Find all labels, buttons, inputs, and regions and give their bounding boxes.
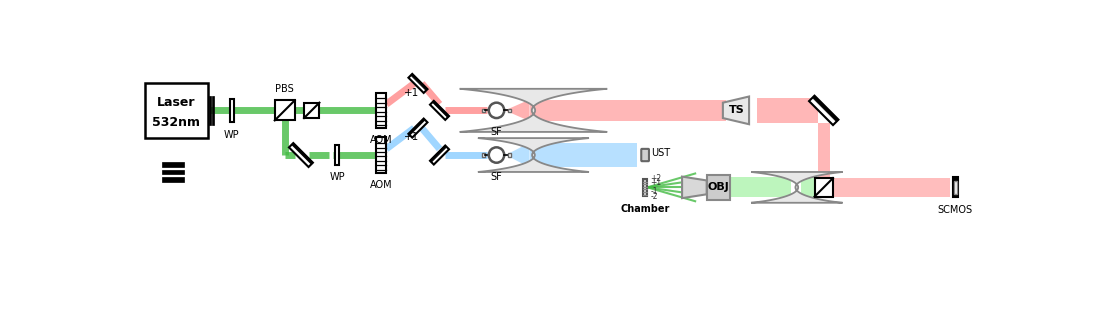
Bar (726, 177, 792, 197)
Text: AOM: AOM (370, 180, 392, 190)
Bar (375, 93, 386, 128)
Text: AOM: AOM (370, 135, 392, 145)
Text: +1: +1 (404, 132, 420, 142)
Polygon shape (813, 96, 838, 122)
Polygon shape (682, 177, 707, 198)
Polygon shape (723, 97, 749, 124)
Bar (756, 98, 818, 123)
Bar (162, 177, 184, 182)
Bar (953, 177, 957, 197)
Bar (954, 181, 956, 193)
Polygon shape (408, 119, 427, 138)
Text: OBJ: OBJ (708, 182, 729, 193)
Bar (643, 179, 647, 196)
Bar (162, 170, 184, 174)
Polygon shape (408, 119, 425, 135)
Text: SCMOS: SCMOS (938, 205, 973, 215)
Bar (336, 145, 339, 165)
Bar (275, 100, 295, 120)
Polygon shape (429, 145, 447, 162)
Polygon shape (478, 138, 590, 172)
Bar (145, 83, 208, 138)
Polygon shape (411, 74, 427, 90)
Polygon shape (429, 145, 449, 164)
Polygon shape (291, 143, 312, 164)
Bar (818, 123, 830, 186)
Text: PBS: PBS (275, 84, 294, 94)
Bar (707, 175, 730, 200)
Polygon shape (459, 89, 607, 132)
Bar (818, 187, 830, 197)
Polygon shape (433, 101, 449, 118)
Text: WP: WP (224, 130, 240, 140)
Text: +1: +1 (650, 178, 661, 187)
FancyBboxPatch shape (641, 149, 649, 161)
Bar (815, 178, 834, 197)
Text: -1: -1 (650, 187, 658, 196)
Bar (481, 109, 485, 112)
Bar (508, 153, 511, 157)
Bar (530, 99, 726, 121)
Bar (212, 96, 214, 125)
Bar (530, 143, 637, 167)
Text: SF: SF (490, 172, 502, 182)
Polygon shape (751, 172, 842, 203)
Text: UST: UST (651, 149, 670, 159)
Bar (304, 103, 319, 118)
Text: TS: TS (729, 105, 744, 115)
Text: -2: -2 (650, 192, 658, 201)
Polygon shape (289, 143, 312, 167)
Polygon shape (506, 143, 530, 167)
Bar (162, 162, 184, 167)
Bar (230, 99, 234, 122)
Bar (209, 96, 211, 125)
Bar (508, 109, 511, 112)
Bar (802, 177, 818, 197)
Text: +1: +1 (404, 88, 420, 98)
Text: +2: +2 (650, 174, 661, 183)
Text: Chamber: Chamber (620, 203, 670, 214)
Text: 532nm: 532nm (152, 116, 200, 129)
Bar (834, 178, 951, 197)
Text: Laser: Laser (157, 96, 195, 109)
Text: WP: WP (329, 172, 344, 182)
Polygon shape (505, 99, 530, 121)
Polygon shape (809, 96, 838, 125)
Polygon shape (429, 101, 449, 120)
Polygon shape (408, 74, 427, 93)
Bar (481, 153, 485, 157)
Text: SF: SF (490, 127, 502, 137)
Bar (375, 137, 386, 173)
